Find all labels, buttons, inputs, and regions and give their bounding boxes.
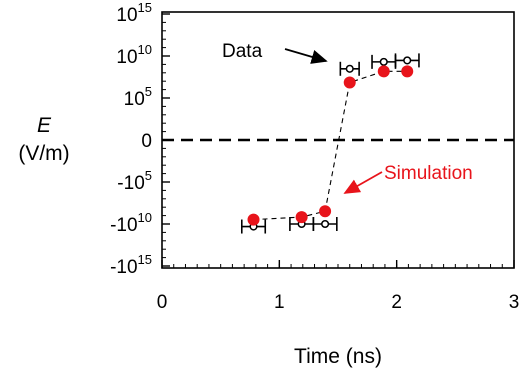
simulation-connector [253,70,408,221]
y-tick-label: 1015 [116,0,152,26]
y-tick-label: 105 [124,84,152,110]
data-point [345,64,354,73]
y-tick-label: 1010 [116,42,152,68]
annotation-data-arrow [284,48,328,64]
y-tick-label: 0 [141,131,152,152]
x-tick-label: 1 [274,292,285,313]
x-axis-title: Time (ns) [294,345,382,368]
annotation-data-label: Data [222,41,263,62]
y-axis-unit: (V/m) [18,142,69,165]
simulation-point [343,76,356,89]
y-axis-title: E (V/m) [18,114,69,165]
x-tick-label: 3 [509,292,520,313]
simulation-point [247,213,260,226]
annotation-simulation-arrow [343,171,383,194]
y-tick-label: -105 [117,168,152,194]
simulation-point [377,65,390,78]
data-point [403,56,412,65]
x-tick-label: 0 [157,292,168,313]
data-point [321,219,330,229]
annotation-simulation-label: Simulation [384,163,473,184]
y-axis-symbol: E [37,114,52,137]
y-tick-label: -1015 [110,252,152,278]
simulation-point [295,211,308,224]
data-point [379,57,388,66]
simulation-point [319,205,332,218]
y-tick-label: -1010 [110,210,152,236]
x-tick-label: 2 [391,292,402,313]
simulation-point [401,65,414,78]
